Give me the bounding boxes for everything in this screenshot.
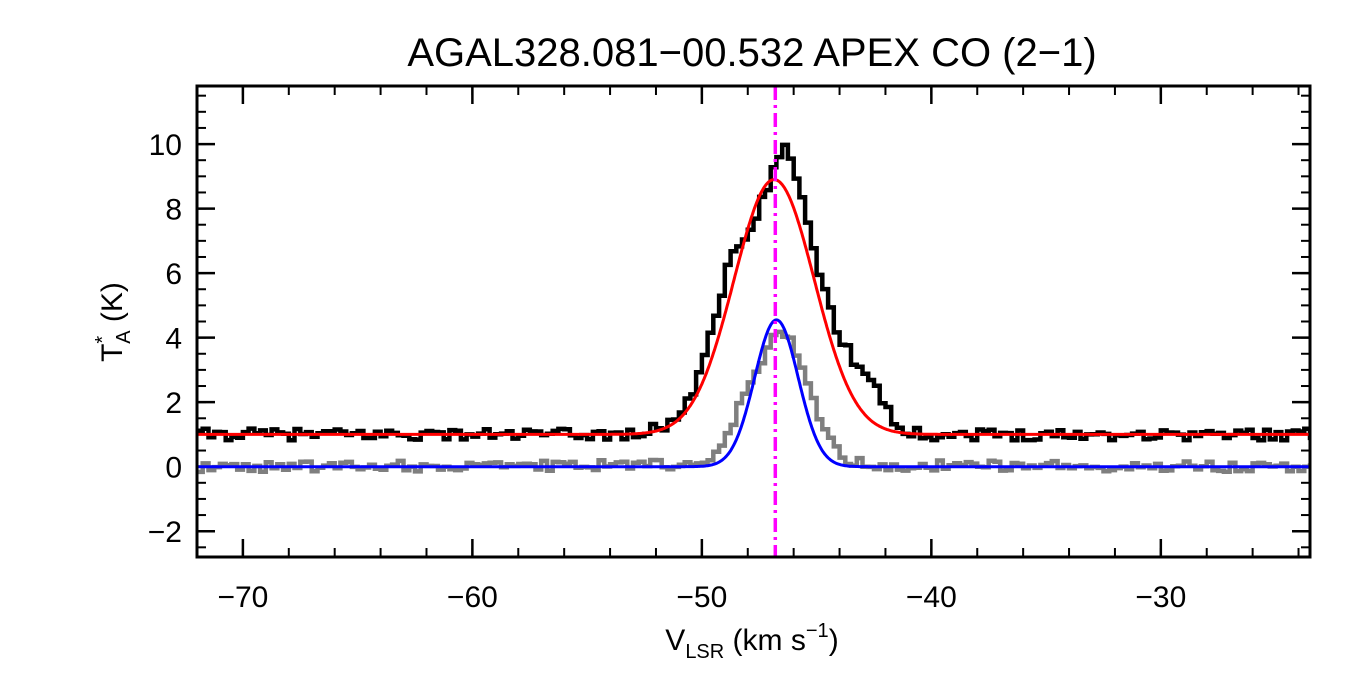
- series-gaussian-fit-co-: [197, 178, 1310, 436]
- x-tick-label: −40: [906, 581, 957, 614]
- series-co-2-1-spectrum: [197, 142, 1310, 443]
- y-axis-label-sup: *: [92, 336, 114, 344]
- series-gaussian-fit-second-: [197, 318, 1310, 469]
- y-tick-label: 2: [165, 387, 182, 420]
- series-second-transition-spectrum: [197, 329, 1310, 475]
- y-tick-label: −2: [148, 516, 182, 549]
- x-tick-label: −50: [676, 581, 727, 614]
- minor-ticks: [196, 86, 1310, 557]
- x-tick-labels: −70 −60 −50 −40 −30: [217, 581, 1186, 614]
- x-axis-label-rest: (km s: [724, 624, 806, 657]
- chart-title: AGAL328.081−00.532 APEX CO (2−1): [407, 31, 1096, 75]
- y-tick-label: 10: [149, 129, 182, 162]
- x-axis-label-main: V: [665, 624, 685, 657]
- series-layer: [197, 142, 1310, 475]
- y-tick-label: 0: [165, 452, 182, 485]
- plot-frame: [195, 84, 1312, 559]
- x-tick-label: −60: [447, 581, 498, 614]
- x-tick-label: −30: [1135, 581, 1186, 614]
- major-ticks: [197, 86, 1310, 557]
- x-tick-label: −70: [217, 581, 268, 614]
- y-axis-label-main: T: [96, 344, 129, 362]
- y-axis-label-sub: A: [113, 330, 135, 344]
- y-tick-label: 4: [165, 323, 182, 356]
- y-tick-label: 8: [165, 194, 182, 227]
- y-tick-label: 6: [165, 258, 182, 291]
- y-axis-label: T*A (K): [92, 282, 135, 362]
- x-axis-label-close: ): [829, 624, 839, 657]
- x-axis-label: VLSR (km s−1): [665, 620, 838, 663]
- y-tick-labels: −2 0 2 4 6 8 10: [148, 129, 182, 549]
- y-axis-label-rest: (K): [96, 282, 129, 330]
- x-axis-label-sub: LSR: [685, 641, 724, 663]
- x-axis-label-sup: −1: [806, 620, 829, 642]
